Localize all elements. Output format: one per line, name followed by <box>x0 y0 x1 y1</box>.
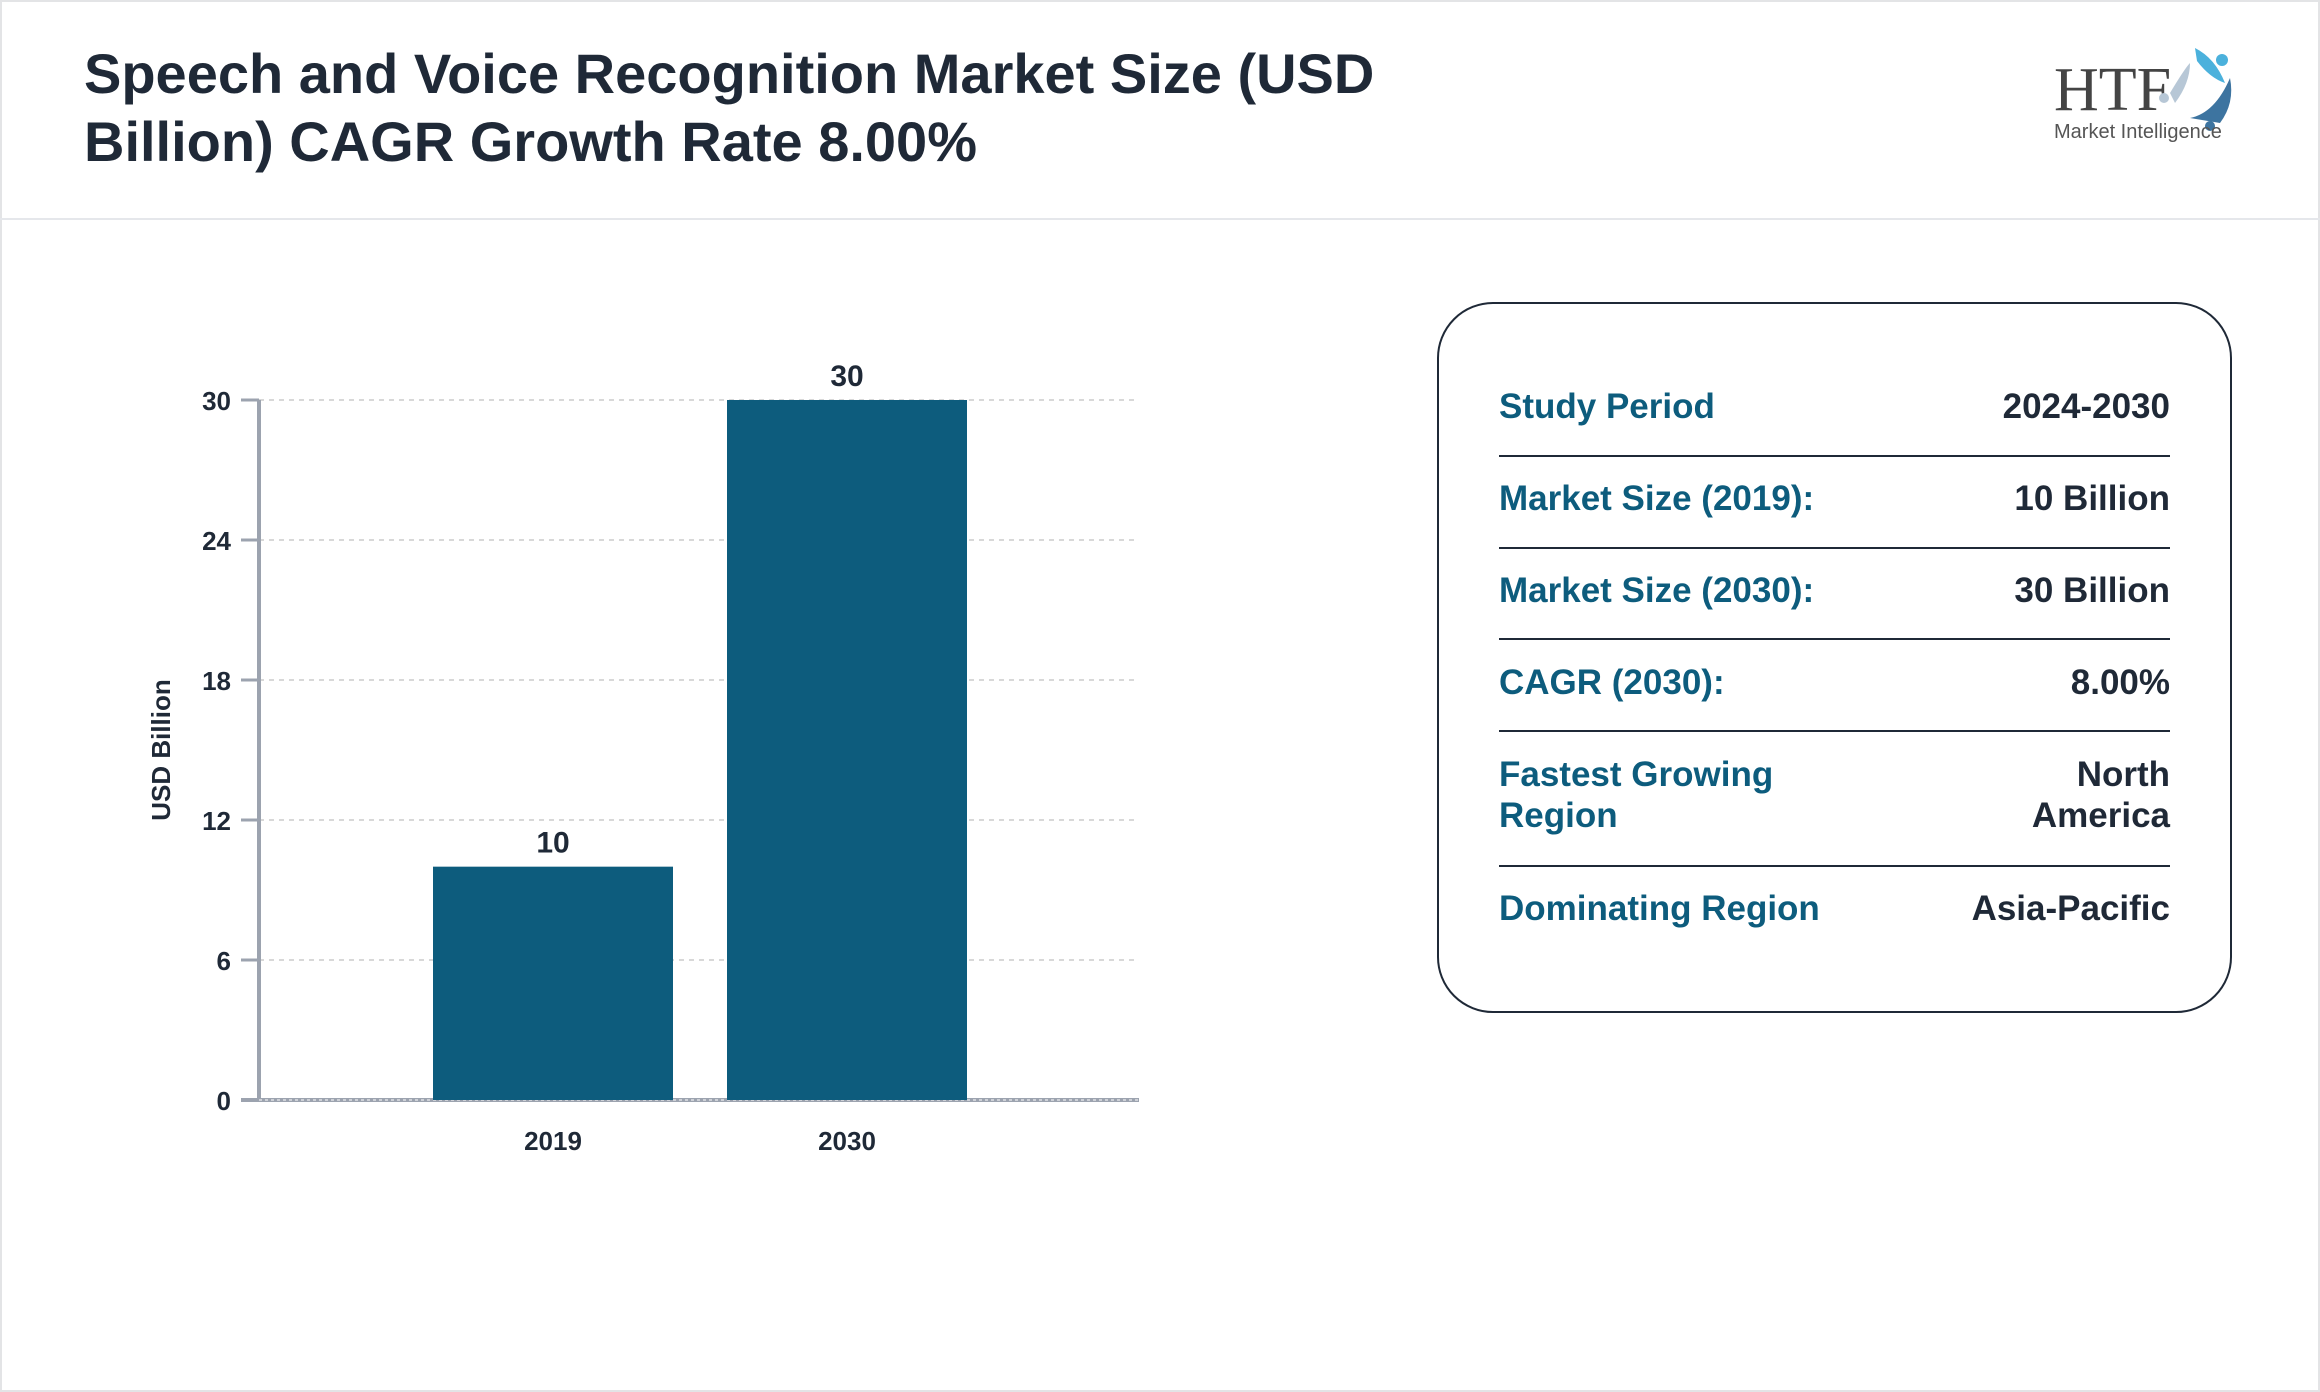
bar-2019 <box>433 866 673 1100</box>
page-title: Speech and Voice Recognition Market Size… <box>84 40 1484 176</box>
info-label: Market Size (2030): <box>1499 571 1815 610</box>
info-row: Study Period 2024-2030 <box>1499 386 2170 427</box>
info-label: Study Period <box>1499 387 1715 426</box>
info-row: Dominating Region Asia-Pacific <box>1499 888 2170 929</box>
info-row: CAGR (2030): 8.00% <box>1499 662 2170 703</box>
info-value: 30 Billion <box>2014 571 2170 610</box>
header: Speech and Voice Recognition Market Size… <box>0 0 2320 220</box>
row-divider <box>1499 730 2170 732</box>
y-tick-label: 30 <box>202 386 231 416</box>
info-card: Study Period 2024-2030 Market Size (2019):… <box>1437 302 2232 1013</box>
row-divider <box>1499 455 2170 457</box>
info-row: Market Size (2019): 10 Billion <box>1499 478 2170 519</box>
info-row: Fastest Growing Region North America <box>1499 754 2170 836</box>
title-line-2: Billion) CAGR Growth Rate 8.00% <box>84 110 977 173</box>
y-tick-label: 18 <box>202 666 231 696</box>
info-value: Asia-Pacific <box>1971 889 2170 928</box>
data-label: 30 <box>830 360 863 393</box>
x-tick-label: 2030 <box>818 1126 876 1156</box>
title-line-1: Speech and Voice Recognition Market Size… <box>84 42 1375 105</box>
info-row: Market Size (2030): 30 Billion <box>1499 570 2170 611</box>
x-tick-label: 2019 <box>524 1126 582 1156</box>
info-label: Fastest Growing Region <box>1499 755 1774 835</box>
info-label: Dominating Region <box>1499 889 1820 928</box>
row-divider <box>1499 638 2170 640</box>
info-value: North America <box>2031 755 2170 835</box>
info-label: Market Size (2019): <box>1499 479 1815 518</box>
y-tick-label: 0 <box>217 1086 231 1116</box>
y-tick-label: 6 <box>217 946 231 976</box>
svg-text:HTF: HTF <box>2054 56 2171 124</box>
info-value: 2024-2030 <box>2002 387 2170 426</box>
row-divider <box>1499 865 2170 867</box>
y-axis-label: USD Billion <box>146 679 176 821</box>
htf-logo: HTF Market Intelligence <box>2054 48 2232 143</box>
info-value: 10 Billion <box>2014 479 2170 518</box>
y-tick-label: 12 <box>202 806 231 836</box>
info-label: CAGR (2030): <box>1499 663 1725 702</box>
y-tick-label: 24 <box>202 526 231 556</box>
info-value: 8.00% <box>2070 663 2170 702</box>
bar-2030 <box>727 400 967 1100</box>
bar-chart: 0 6 12 18 24 30 10 2019 30 2030 USD Billion <box>146 360 1139 1156</box>
svg-text:Market Intelligence: Market Intelligence <box>2054 121 2222 143</box>
data-label: 10 <box>536 827 569 860</box>
row-divider <box>1499 547 2170 549</box>
